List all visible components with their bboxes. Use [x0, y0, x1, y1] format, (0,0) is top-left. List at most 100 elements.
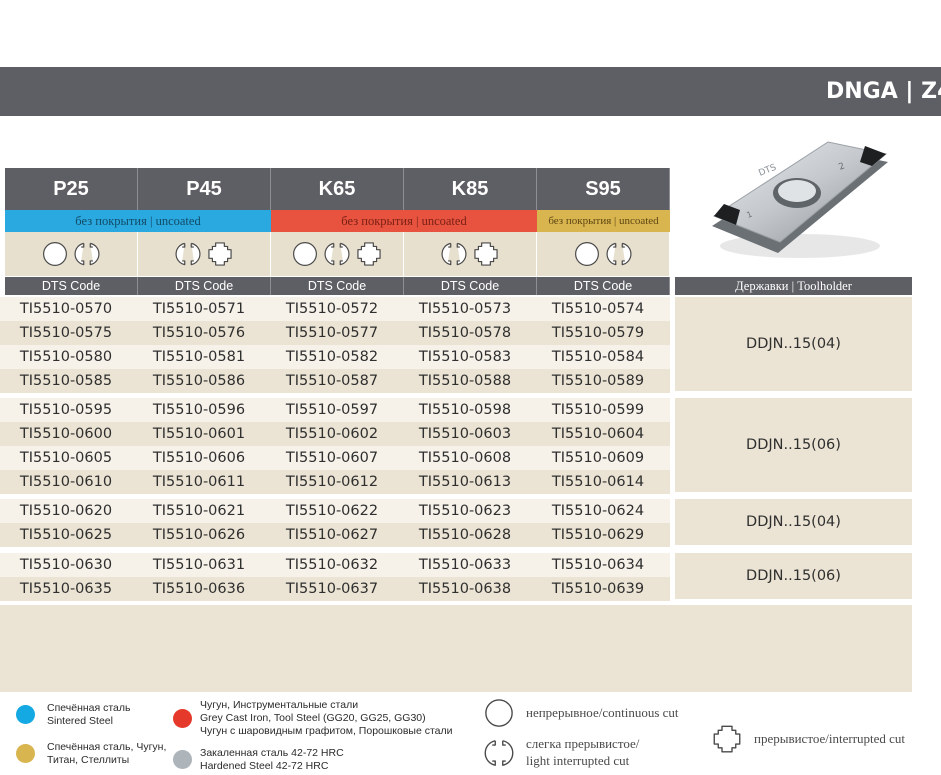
toolholder-cell: DDJN..15(04)	[675, 297, 912, 391]
dts-code-cell: TI5510-0573	[418, 301, 512, 317]
cut-legend-text: слегка прерывистое/	[526, 736, 640, 751]
grade-header-k65: K65	[271, 168, 404, 210]
material-color-dot	[16, 744, 35, 763]
dts-code-header: DTS Code	[5, 277, 138, 295]
dts-code-cell: TI5510-0600	[19, 426, 113, 442]
dts-code-header: DTS Code	[138, 277, 271, 295]
dts-code-cell: TI5510-0584	[551, 349, 645, 365]
dts-code-cell: TI5510-0606	[152, 450, 246, 466]
interrupted-cut-icon	[474, 242, 498, 266]
cut-legend-text: прерывистое/interrupted cut	[754, 731, 906, 746]
cut-legend-icon	[484, 738, 514, 772]
insert-marking-2: 2	[837, 161, 846, 172]
dts-code-cell: TI5510-0608	[418, 450, 512, 466]
light-interrupted-cut-icon	[324, 242, 350, 266]
dts-code-cell: TI5510-0622	[285, 503, 379, 519]
material-legend-text: Спечённая сталь, Чугун,	[47, 741, 167, 753]
toolholder-cell: DDJN..15(04)	[675, 499, 912, 545]
grade-header-k85: K85	[404, 168, 537, 210]
dts-code-cell: TI5510-0607	[285, 450, 379, 466]
cut-icons-p25	[5, 232, 138, 276]
light-interrupted-cut-icon	[74, 242, 100, 266]
light-interrupted-cut-icon	[606, 242, 632, 266]
light-interrupted-cut-icon	[441, 242, 467, 266]
grade-header-s95: S95	[537, 168, 670, 210]
table-row: TI5510-0630 TI5510-0631 TI5510-0632 TI5510-…	[0, 553, 670, 577]
grade-header-p45: P45	[138, 168, 271, 210]
cut-legend-icon	[712, 724, 742, 758]
page-title: DNGA | Z4	[826, 79, 941, 104]
toolholder-header: Державки | Toolholder	[675, 277, 912, 295]
material-color-dot	[173, 709, 192, 728]
cut-icons-p45	[138, 232, 271, 276]
material-legend-text: Чугун, Инструментальные стали	[200, 699, 359, 711]
cut-legend-text: непрерывное/continuous cut	[526, 705, 679, 720]
dts-code-cell: TI5510-0639	[551, 581, 645, 597]
interrupted-cut-icon	[713, 725, 741, 753]
cut-legend-text: light interrupted cut	[526, 753, 630, 768]
dts-code-cell: TI5510-0628	[418, 527, 512, 543]
table-row: TI5510-0570 TI5510-0571 TI5510-0572 TI5510-…	[0, 297, 670, 321]
dts-code-cell: TI5510-0621	[152, 503, 246, 519]
table-row: TI5510-0600 TI5510-0601 TI5510-0602 TI5510-…	[0, 422, 670, 446]
dts-code-cell: TI5510-0633	[418, 557, 512, 573]
material-legend-text: Hardened Steel 42-72 HRC	[200, 760, 329, 772]
dts-code-cell: TI5510-0624	[551, 503, 645, 519]
header-bar	[0, 67, 941, 116]
dts-code-cell: TI5510-0630	[19, 557, 113, 573]
dts-code-cell: TI5510-0581	[152, 349, 246, 365]
interrupted-cut-icon	[357, 242, 381, 266]
material-legend-text: Закаленная сталь 42-72 HRC	[200, 747, 344, 759]
dts-code-cell: TI5510-0570	[19, 301, 113, 317]
toolholder-cell: DDJN..15(06)	[675, 553, 912, 599]
dts-code-cell: TI5510-0623	[418, 503, 512, 519]
dts-code-cell: TI5510-0609	[551, 450, 645, 466]
dts-code-header: DTS Code	[404, 277, 537, 295]
dts-code-cell: TI5510-0634	[551, 557, 645, 573]
continuous-cut-icon	[575, 242, 599, 266]
table-row: TI5510-0595 TI5510-0596 TI5510-0597 TI5510-…	[0, 398, 670, 422]
dts-code-cell: TI5510-0575	[19, 325, 113, 341]
dts-code-cell: TI5510-0576	[152, 325, 246, 341]
table-row: TI5510-0620 TI5510-0621 TI5510-0622 TI5510-…	[0, 499, 670, 523]
dts-code-cell: TI5510-0620	[19, 503, 113, 519]
table-row: TI5510-0610 TI5510-0611 TI5510-0612 TI5510-…	[0, 470, 670, 494]
cut-icons-s95	[537, 232, 670, 276]
dts-code-cell: TI5510-0629	[551, 527, 645, 543]
dts-code-cell: TI5510-0614	[551, 474, 645, 490]
dts-code-cell: TI5510-0632	[285, 557, 379, 573]
insert-marking-1: 1	[745, 210, 753, 220]
dts-code-cell: TI5510-0625	[19, 527, 113, 543]
cut-icons-k65	[271, 232, 404, 276]
dts-code-cell: TI5510-0637	[285, 581, 379, 597]
material-legend-text: Спечённая сталь	[47, 702, 131, 714]
dts-code-header: DTS Code	[537, 277, 670, 295]
dts-code-cell: TI5510-0626	[152, 527, 246, 543]
insert-image: DTS 2 1	[712, 141, 888, 258]
dts-code-cell: TI5510-0595	[19, 402, 113, 418]
dts-code-cell: TI5510-0631	[152, 557, 246, 573]
dts-code-cell: TI5510-0585	[19, 373, 113, 389]
material-legend-text: Grey Cast Iron, Tool Steel (GG20, GG25, …	[200, 712, 426, 724]
table-bottom-band	[0, 605, 912, 692]
interrupted-cut-icon	[208, 242, 232, 266]
dts-code-cell: TI5510-0612	[285, 474, 379, 490]
dts-code-cell: TI5510-0605	[19, 450, 113, 466]
dts-code-cell: TI5510-0578	[418, 325, 512, 341]
cut-icons-k85	[404, 232, 537, 276]
material-legend-text: Sintered Steel	[47, 715, 113, 727]
dts-code-cell: TI5510-0610	[19, 474, 113, 490]
dts-code-header: DTS Code	[271, 277, 404, 295]
dts-code-cell: TI5510-0599	[551, 402, 645, 418]
dts-code-cell: TI5510-0636	[152, 581, 246, 597]
material-color-dot	[173, 750, 192, 769]
dts-code-cell: TI5510-0574	[551, 301, 645, 317]
dts-code-cell: TI5510-0588	[418, 373, 512, 389]
dts-code-cell: TI5510-0596	[152, 402, 246, 418]
table-row: TI5510-0575 TI5510-0576 TI5510-0577 TI5510-…	[0, 321, 670, 345]
coating-band: без покрытия | uncoated	[271, 210, 537, 232]
dts-code-cell: TI5510-0579	[551, 325, 645, 341]
dts-code-cell: TI5510-0597	[285, 402, 379, 418]
dts-code-cell: TI5510-0613	[418, 474, 512, 490]
dts-code-cell: TI5510-0603	[418, 426, 512, 442]
